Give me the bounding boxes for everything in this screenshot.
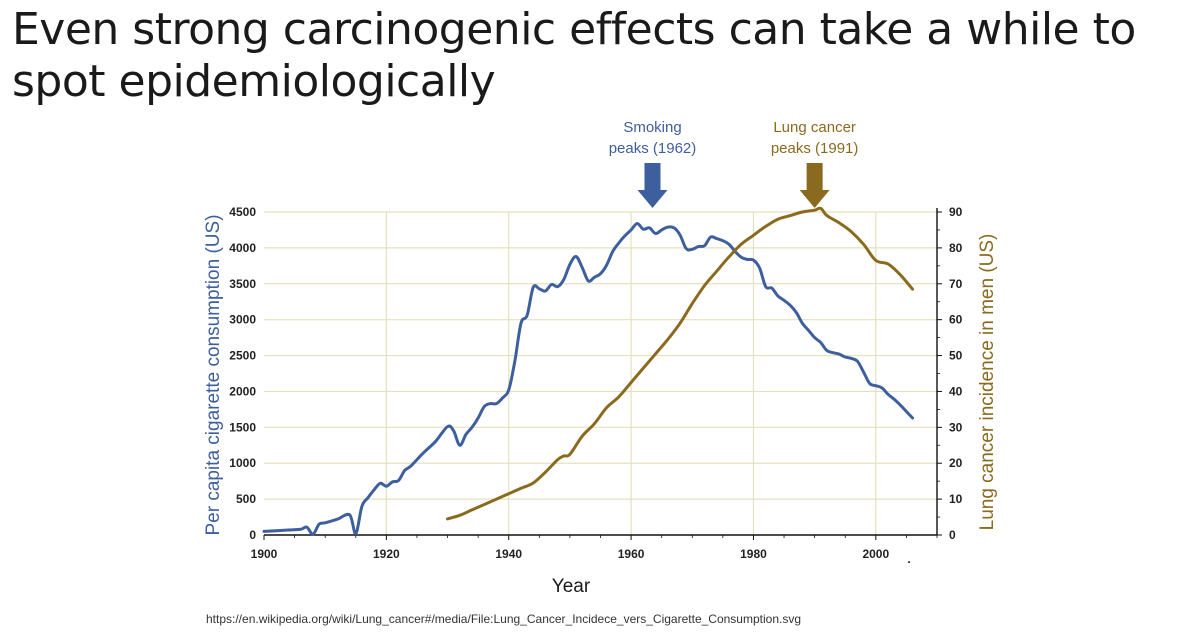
- y-left-tick-label: 3000: [229, 313, 256, 327]
- y-left-tick-label: 1500: [229, 420, 256, 434]
- annotation-line1: Lung cancer: [773, 119, 856, 136]
- y-right-tick-label: 50: [949, 349, 963, 363]
- y-right-tick-label: 0: [949, 528, 956, 542]
- y-left-tick-label: 1000: [229, 456, 256, 470]
- y-right-axis-ticks: 0 10 20 30 40 50 60 70 80 90: [937, 205, 963, 542]
- annotation-line2: peaks (1991): [771, 140, 859, 157]
- slide-title: Even strong carcinogenic effects can tak…: [12, 4, 1136, 107]
- y-left-axis-title: Per capita cigarette consumption (US): [203, 214, 224, 535]
- x-tick-label: 1980: [740, 547, 767, 561]
- y-right-tick-label: 40: [949, 384, 963, 398]
- y-left-axis-ticks: 0 500 1000 1500 2000 2500 3000 3500 4000 4500: [229, 205, 256, 542]
- x-tick-label: 2000: [862, 547, 889, 561]
- x-tick-label: 1900: [251, 547, 278, 561]
- y-right-tick-label: 90: [949, 205, 963, 219]
- y-left-tick-label: 0: [249, 528, 256, 542]
- y-left-tick-label: 2000: [229, 384, 256, 398]
- series-lines: [262, 206, 914, 536]
- cancer-peak-arrow-icon: [799, 163, 830, 208]
- annotation-line2: peaks (1962): [609, 140, 697, 157]
- x-tick-label: 1960: [618, 547, 645, 561]
- chart-gridlines: [264, 211, 937, 535]
- y-right-axis-title: Lung cancer incidence in men (US): [977, 234, 998, 531]
- y-left-tick-label: 3500: [229, 277, 256, 291]
- x-tick-label: 1920: [373, 547, 400, 561]
- x-axis-title: Year: [552, 576, 591, 597]
- y-right-tick-label: 60: [949, 313, 963, 327]
- smoking-peak-arrow-icon: [637, 163, 668, 208]
- y-right-tick-label: 10: [949, 492, 963, 506]
- y-right-tick-label: 80: [949, 241, 963, 255]
- y-right-tick-label: 30: [949, 420, 963, 434]
- chart-axes: [264, 208, 938, 536]
- y-right-tick-label: 20: [949, 456, 963, 470]
- annotation-line1: Smoking: [623, 119, 681, 136]
- x-tick-label: 1940: [495, 547, 522, 561]
- y-left-tick-label: 2500: [229, 349, 256, 363]
- lung-cancer-incidence-line: [446, 206, 914, 521]
- x-axis-ticks: 1900 1920 1940 1960 1980 2000: [251, 535, 938, 561]
- source-link[interactable]: https://en.wikipedia.org/wiki/Lung_cance…: [206, 612, 802, 626]
- x-axis-extra-mark: .: [907, 552, 910, 566]
- y-left-tick-label: 4500: [229, 205, 256, 219]
- y-right-tick-label: 70: [949, 277, 963, 291]
- y-left-tick-label: 4000: [229, 241, 256, 255]
- peak-annotations: Smoking peaks (1962) Lung cancer peaks (199…: [609, 119, 859, 208]
- smoking-consumption-line: [262, 222, 914, 536]
- y-left-tick-label: 500: [236, 492, 256, 506]
